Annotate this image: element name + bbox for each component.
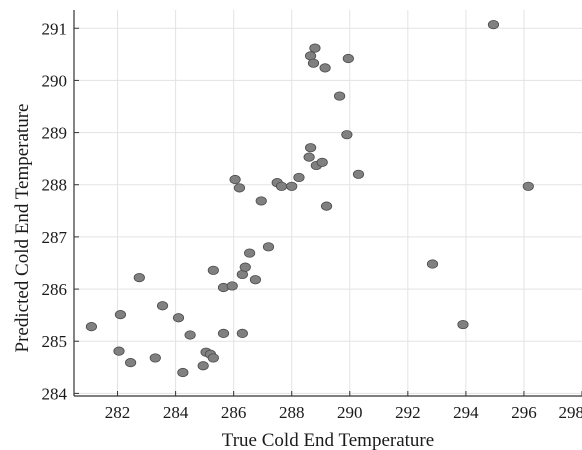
- data-point: [85, 322, 98, 332]
- data-point: [457, 319, 469, 330]
- data-point: [177, 367, 189, 378]
- y-tick-label: 285: [42, 332, 68, 351]
- data-point: [244, 248, 256, 258]
- data-point: [307, 58, 320, 68]
- data-point: [316, 157, 328, 167]
- data-point: [334, 91, 346, 101]
- data-point: [249, 275, 262, 285]
- data-point: [217, 328, 230, 339]
- axes: [73, 10, 582, 397]
- x-tick-label: 296: [511, 403, 537, 422]
- data-point: [255, 196, 267, 206]
- data-point: [342, 53, 354, 64]
- data-point: [262, 242, 275, 252]
- data-point: [229, 174, 241, 185]
- x-tick-label: 290: [337, 403, 363, 422]
- data-point: [304, 143, 317, 153]
- data-point: [426, 259, 439, 269]
- x-tick-label: 282: [105, 403, 131, 422]
- grid: [74, 10, 582, 396]
- data-point: [236, 328, 248, 339]
- data-point: [226, 281, 238, 291]
- y-tick-label: 291: [42, 19, 68, 38]
- y-tick-label: 287: [42, 228, 68, 247]
- data-point: [197, 361, 209, 371]
- x-tick-label: 284: [163, 403, 189, 422]
- data-point: [184, 330, 196, 340]
- data-point: [319, 63, 331, 73]
- y-tick-label: 284: [42, 384, 68, 403]
- data-point: [487, 20, 500, 30]
- x-tick-label: 292: [395, 403, 421, 422]
- data-point: [207, 265, 219, 275]
- data-point: [114, 310, 127, 320]
- y-axis-title: Predicted Cold End Temperature: [12, 104, 33, 353]
- data-point: [125, 358, 137, 368]
- data-point: [293, 172, 305, 183]
- data-points: [85, 20, 534, 378]
- data-point: [172, 313, 185, 323]
- data-point: [207, 353, 219, 363]
- data-point: [522, 181, 534, 191]
- x-tick-label: 294: [453, 403, 479, 422]
- y-tick-label: 289: [42, 124, 68, 143]
- x-axis-title: True Cold End Temperature: [222, 430, 434, 450]
- data-point: [303, 152, 315, 162]
- x-tick-label: 286: [221, 403, 247, 422]
- data-point: [309, 43, 321, 53]
- data-point: [286, 181, 298, 191]
- data-point: [239, 262, 251, 272]
- y-tick-label: 288: [42, 176, 68, 195]
- data-point: [113, 346, 125, 356]
- data-point: [320, 201, 333, 211]
- data-point: [149, 353, 161, 363]
- data-point: [156, 301, 169, 311]
- y-tick-label: 286: [42, 280, 68, 299]
- data-point: [352, 169, 365, 179]
- data-point: [275, 181, 288, 191]
- data-point: [233, 183, 246, 193]
- data-point: [341, 130, 353, 140]
- x-tick-label: 288: [279, 403, 305, 422]
- x-tick-label: 298: [559, 403, 582, 422]
- data-point: [133, 272, 145, 283]
- y-tick-label: 290: [42, 71, 68, 90]
- ticks: 282 284 286 288 290 292 294 296 298 284 285 286 287 2…: [42, 19, 582, 422]
